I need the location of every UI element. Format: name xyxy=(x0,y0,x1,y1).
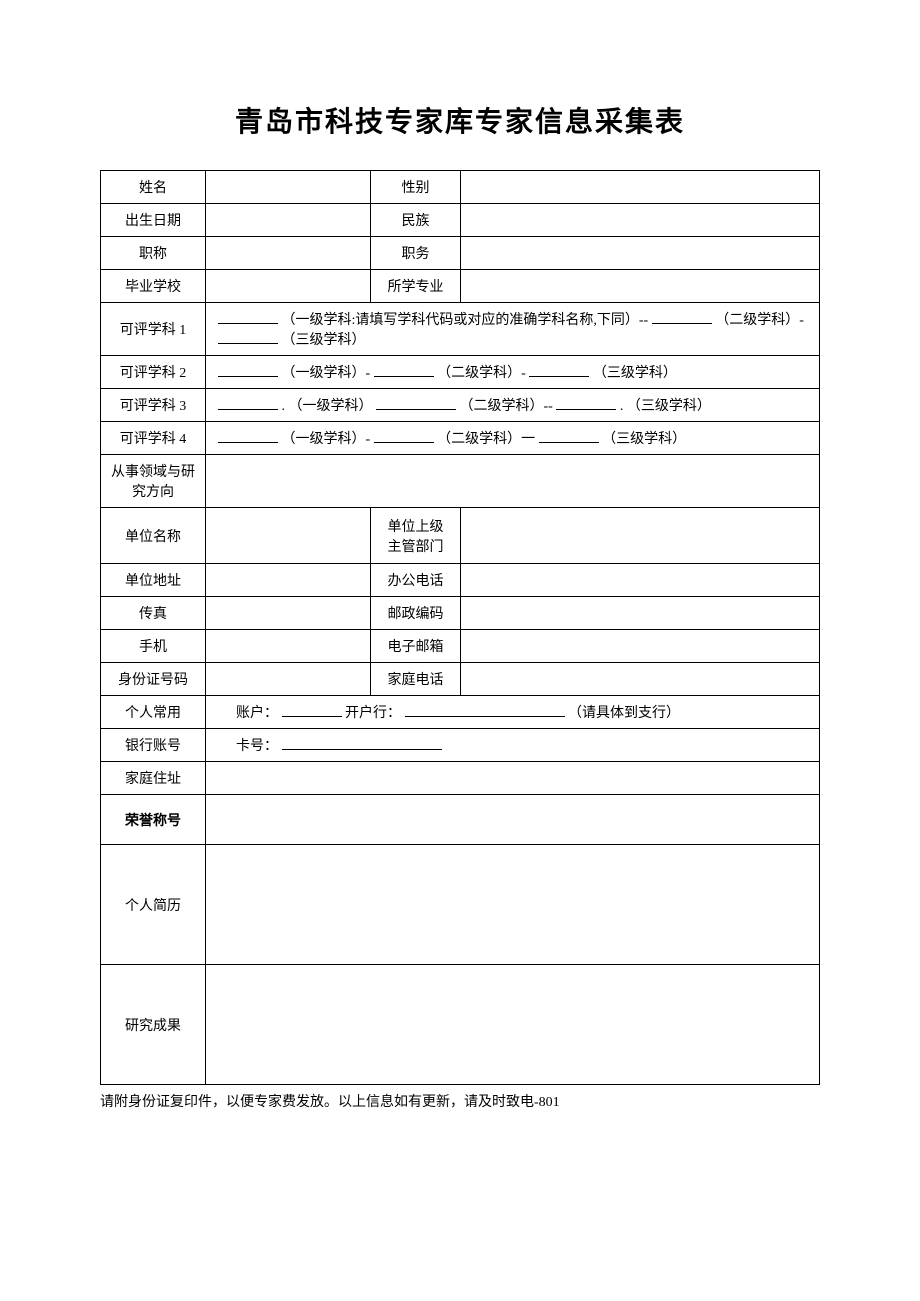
label-bank-1: 个人常用 xyxy=(101,696,206,729)
text-subject2-c: （三级学科） xyxy=(593,366,677,381)
label-mobile: 手机 xyxy=(101,630,206,663)
label-field: 从事领域与研究方向 xyxy=(101,455,206,508)
value-home-phone[interactable] xyxy=(461,663,820,696)
text-subject2-b: （二级学科）- xyxy=(437,366,526,381)
text-subject2-a: （一级学科）- xyxy=(282,366,371,381)
blank-field[interactable] xyxy=(652,310,712,324)
label-postcode: 邮政编码 xyxy=(371,597,461,630)
value-org-address[interactable] xyxy=(206,564,371,597)
blank-field[interactable] xyxy=(218,396,278,410)
value-email[interactable] xyxy=(461,630,820,663)
blank-field[interactable] xyxy=(529,363,589,377)
value-bank-card[interactable]: 卡号： xyxy=(206,729,820,762)
label-school: 毕业学校 xyxy=(101,270,206,303)
value-ethnicity[interactable] xyxy=(461,204,820,237)
label-id-number: 身份证号码 xyxy=(101,663,206,696)
value-name[interactable] xyxy=(206,171,371,204)
text-subject1-a: （一级学科:请填写学科代码或对应的准确学科名称,下同）-- xyxy=(282,313,649,328)
label-major: 所学专业 xyxy=(371,270,461,303)
blank-field[interactable] xyxy=(539,429,599,443)
value-honor[interactable] xyxy=(206,795,820,845)
blank-field[interactable] xyxy=(218,429,278,443)
text-subject1-b: （二级学科）- xyxy=(715,313,804,328)
text-subject3-a: （一级学科） xyxy=(289,399,373,414)
label-home-phone: 家庭电话 xyxy=(371,663,461,696)
text-dot: . xyxy=(282,399,286,414)
blank-field[interactable] xyxy=(556,396,616,410)
label-research: 研究成果 xyxy=(101,965,206,1085)
label-subject2: 可评学科 2 xyxy=(101,356,206,389)
label-resume: 个人简历 xyxy=(101,845,206,965)
blank-field[interactable] xyxy=(376,396,456,410)
info-table: 姓名 性别 出生日期 民族 职称 职务 毕业学校 所学专业 可评学科 1 （一级… xyxy=(100,170,820,1085)
value-school[interactable] xyxy=(206,270,371,303)
value-home-address[interactable] xyxy=(206,762,820,795)
page-title: 青岛市科技专家库专家信息采集表 xyxy=(100,100,820,140)
label-title: 职称 xyxy=(101,237,206,270)
blank-field[interactable] xyxy=(374,429,434,443)
text-subject4-b: （二级学科）一 xyxy=(437,432,535,447)
label-email: 电子邮箱 xyxy=(371,630,461,663)
value-subject4[interactable]: （一级学科）- （二级学科）一 （三级学科） xyxy=(206,422,820,455)
label-honor: 荣誉称号 xyxy=(101,795,206,845)
label-office-phone: 办公电话 xyxy=(371,564,461,597)
value-gender[interactable] xyxy=(461,171,820,204)
value-resume[interactable] xyxy=(206,845,820,965)
blank-field[interactable] xyxy=(374,363,434,377)
label-subject1: 可评学科 1 xyxy=(101,303,206,356)
value-major[interactable] xyxy=(461,270,820,303)
label-ethnicity: 民族 xyxy=(371,204,461,237)
value-research[interactable] xyxy=(206,965,820,1085)
text-subject3-b: （二级学科）-- xyxy=(460,399,553,414)
value-position[interactable] xyxy=(461,237,820,270)
label-subject3: 可评学科 3 xyxy=(101,389,206,422)
value-subject3[interactable]: . （一级学科） （二级学科）-- . （三级学科） xyxy=(206,389,820,422)
value-org-superior[interactable] xyxy=(461,508,820,564)
blank-field[interactable] xyxy=(218,363,278,377)
label-name: 姓名 xyxy=(101,171,206,204)
text-card-no: 卡号： xyxy=(236,739,278,754)
value-id-number[interactable] xyxy=(206,663,371,696)
text-dot: . xyxy=(620,399,624,414)
value-fax[interactable] xyxy=(206,597,371,630)
text-subject4-c: （三级学科） xyxy=(602,432,686,447)
value-office-phone[interactable] xyxy=(461,564,820,597)
value-postcode[interactable] xyxy=(461,597,820,630)
blank-field[interactable] xyxy=(218,330,278,344)
label-position: 职务 xyxy=(371,237,461,270)
blank-field[interactable] xyxy=(282,703,342,717)
label-birthdate: 出生日期 xyxy=(101,204,206,237)
blank-field[interactable] xyxy=(405,703,565,717)
text-bank-note: （请具体到支行） xyxy=(568,706,680,721)
label-org-superior: 单位上级 主管部门 xyxy=(371,508,461,564)
blank-field[interactable] xyxy=(282,736,442,750)
text-bank-open: 开户行： xyxy=(345,706,401,721)
label-fax: 传真 xyxy=(101,597,206,630)
value-field[interactable] xyxy=(206,455,820,508)
text-subject3-c: （三级学科） xyxy=(627,399,711,414)
value-org-name[interactable] xyxy=(206,508,371,564)
label-bank-2: 银行账号 xyxy=(101,729,206,762)
label-home-address: 家庭住址 xyxy=(101,762,206,795)
value-birthdate[interactable] xyxy=(206,204,371,237)
value-subject1[interactable]: （一级学科:请填写学科代码或对应的准确学科名称,下同）-- （二级学科）- （三… xyxy=(206,303,820,356)
value-bank-account[interactable]: 账户： 开户行： （请具体到支行） xyxy=(206,696,820,729)
label-org-address: 单位地址 xyxy=(101,564,206,597)
text-subject1-c: （三级学科） xyxy=(282,333,366,348)
text-subject4-a: （一级学科）- xyxy=(282,432,371,447)
label-org-name: 单位名称 xyxy=(101,508,206,564)
label-gender: 性别 xyxy=(371,171,461,204)
value-mobile[interactable] xyxy=(206,630,371,663)
value-subject2[interactable]: （一级学科）- （二级学科）- （三级学科） xyxy=(206,356,820,389)
footnote-text: 请附身份证复印件，以便专家费发放。以上信息如有更新，请及时致电-801 xyxy=(100,1091,820,1111)
blank-field[interactable] xyxy=(218,310,278,324)
text-bank-account: 账户： xyxy=(236,706,278,721)
value-title[interactable] xyxy=(206,237,371,270)
label-subject4: 可评学科 4 xyxy=(101,422,206,455)
